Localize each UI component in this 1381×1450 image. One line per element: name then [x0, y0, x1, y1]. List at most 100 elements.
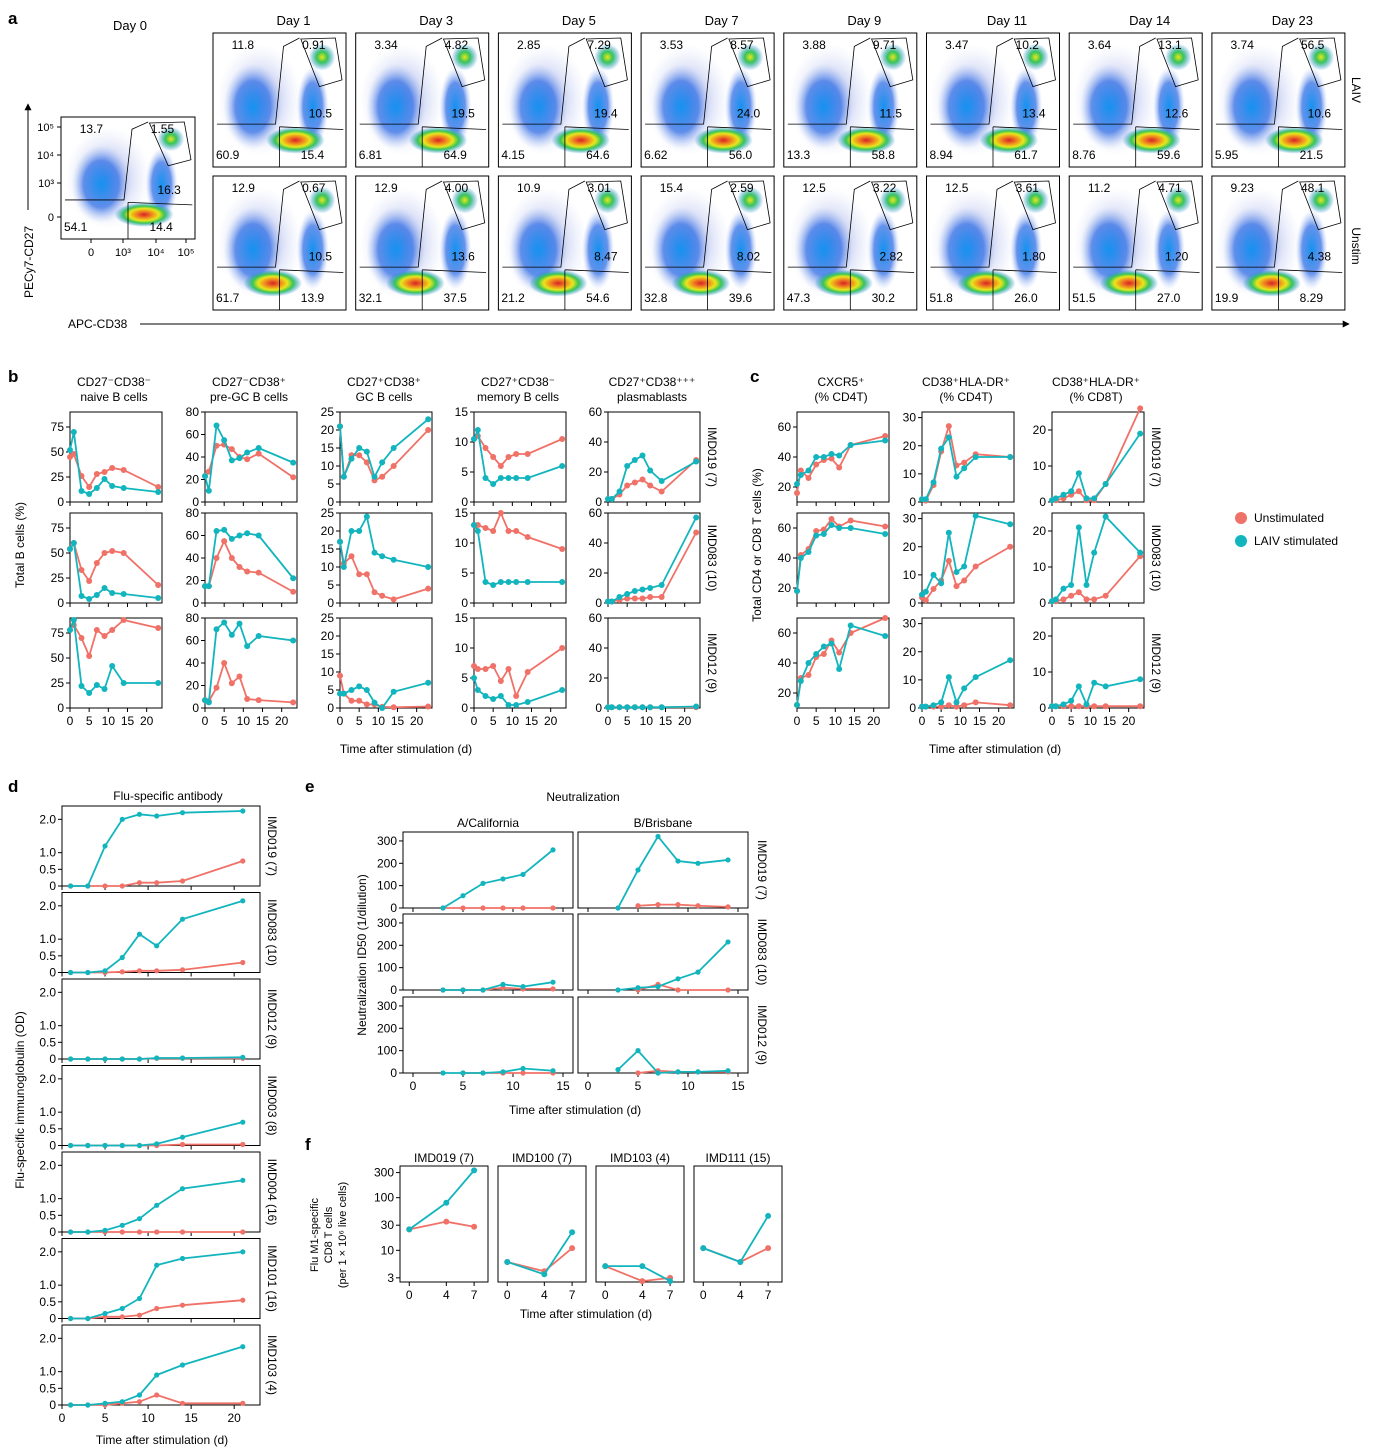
flow-unstim-2-density-top — [451, 186, 479, 214]
panel-b-0-3-point — [559, 436, 566, 442]
panel-c-2-0-point — [805, 660, 812, 666]
flow-laiv-1-pct-tr: 0.91 — [302, 38, 326, 52]
panel-b-1-0-point — [93, 592, 100, 598]
panel-c-0-0-point — [797, 472, 804, 478]
flow-unstim-3-gate-top — [585, 180, 628, 231]
flow-laiv-5-pct-bl: 13.3 — [787, 148, 811, 162]
panel-b-0-2-ytick-label: 25 — [321, 405, 335, 419]
flow-laiv-7-pct-br: 59.6 — [1157, 148, 1181, 162]
panel-letter-c: c — [750, 367, 759, 386]
panel-b-1-2-point — [348, 553, 355, 560]
panel-c-0-2-frame — [1051, 411, 1145, 503]
panel-c-2-2-xtick-label: 5 — [1068, 714, 1075, 728]
flow-unstim-4-density-hot — [671, 269, 731, 297]
panel-b-2-3-xtick-label: 20 — [544, 714, 558, 728]
panel-c-2-2-point — [1137, 703, 1144, 710]
panel-e-2-1-series-line — [617, 1049, 729, 1074]
panel-d-2-point — [240, 1054, 246, 1060]
panel-e-0-0-ytick-label: 0 — [390, 901, 397, 915]
panel-b-1-0-point — [101, 550, 108, 556]
panel-b-1-1-point — [290, 588, 297, 595]
panel-d-2-point — [154, 1055, 160, 1061]
panel-f-3-xtick-label: 7 — [765, 1288, 772, 1302]
panel-b-2-2-point — [337, 672, 343, 679]
panel-b-2-4-ytick-label: 60 — [589, 611, 603, 625]
panel-d-5-point — [154, 1262, 160, 1268]
panel-b-0-0-series-line — [69, 452, 159, 489]
flow-laiv-4-pct-tl: 3.53 — [660, 38, 684, 52]
panel-b-col-title-line-2: pre-GC B cells — [210, 390, 288, 404]
panel-e-1-1-point — [655, 984, 661, 990]
panel-b-0-4-ytick-label: 20 — [589, 465, 603, 479]
panel-c-0-1-ytick-label: 30 — [903, 411, 917, 425]
panel-d-2-point — [102, 1056, 108, 1062]
panel-b-2-2-ytick-label: 25 — [321, 611, 335, 625]
panel-b-1-1-ytick-label: 0 — [192, 596, 199, 610]
flow-laiv-5-pct-tl: 3.88 — [802, 38, 826, 52]
panel-e-1-0-point — [500, 981, 506, 988]
flow-unstim-1-gate-line — [217, 180, 300, 268]
panel-b-0-4-point — [639, 452, 646, 459]
panel-d-0-point — [119, 816, 125, 822]
panel-b-2-2-ytick-label: 15 — [321, 647, 335, 661]
panel-c-0-1-point — [922, 496, 929, 503]
panel-c-0-1-point — [961, 465, 968, 472]
panel-c-2-1-ytick-label: 30 — [903, 617, 917, 631]
panel-b-1-2-ytick-label: 5 — [327, 578, 334, 592]
panel-b-1-3-ytick-label: 10 — [455, 536, 469, 550]
panel-c-2-2-point — [1052, 703, 1059, 710]
panel-e-2-0-series-line — [443, 1067, 554, 1074]
panel-c-2-2-point — [1137, 676, 1144, 683]
panel-b-1-2-point — [425, 585, 432, 592]
panel-b-2-0-ytick-label: 0 — [57, 701, 64, 715]
panel-d-0-point — [68, 883, 74, 889]
panel-c-2-1-point — [953, 703, 960, 710]
flow-unstim-7-density-top — [1164, 186, 1192, 214]
flow-laiv-5-density-top — [879, 43, 907, 71]
panel-c-2-0-point — [794, 702, 800, 708]
panel-d-6-point — [154, 1372, 160, 1378]
flow-unstim-1-pct-mid: 10.5 — [309, 249, 333, 263]
panel-f-3-point — [737, 1258, 744, 1265]
panel-c-row-label: IMD083 (10) — [1149, 525, 1163, 592]
panel-d-ylabel: Flu-specific immunoglobulin (OD) — [13, 1011, 27, 1188]
panel-b-0-3-point — [559, 463, 566, 469]
panel-d-1-frame — [61, 892, 261, 973]
panel-c-2-1-xtick-label: 5 — [938, 714, 945, 728]
panel-c-2-1-xtick-label: 20 — [992, 714, 1006, 728]
panel-b-0-2-point — [379, 473, 386, 480]
panel-d-4-frame — [61, 1151, 261, 1233]
panel-f-ylabel-line-2: CD8 T cells — [323, 1206, 335, 1263]
flow-laiv-1-gate-top — [300, 37, 343, 88]
panel-b-2-4-xtick-label: 10 — [640, 714, 654, 728]
panel-e-0-1-point — [675, 858, 681, 864]
panel-c-1-2-point — [1075, 589, 1082, 596]
panel-e-0-0-point — [500, 876, 506, 882]
panel-b-2-1-point — [236, 620, 243, 627]
panel-b-2-1-point — [228, 680, 235, 687]
panel-b-1-0-point — [109, 590, 116, 596]
flow-unstim-4-pct-tl: 15.4 — [660, 181, 684, 195]
panel-c-2-0-ytick-label: 40 — [778, 656, 792, 670]
panel-c-2-1-point — [972, 674, 979, 681]
panel-d-3-point — [179, 1134, 186, 1140]
panel-e-col-title: B/Brisbane — [634, 816, 693, 830]
flow-laiv-2-pct-br: 64.9 — [443, 148, 467, 162]
day0-gate-top — [148, 121, 192, 167]
panel-b-2-2-point — [379, 705, 386, 711]
flow-laiv-5-pct-tr: 9.71 — [873, 38, 897, 52]
panel-e-1-0-ytick-label: 300 — [377, 916, 397, 930]
panel-b-0-0-point — [70, 451, 77, 457]
flow-unstim-8-pct-br: 8.29 — [1300, 291, 1324, 305]
panel-letter-f: f — [305, 1135, 311, 1154]
flow-laiv-3-gate-line — [502, 37, 586, 125]
flow-unstim-6-pct-mid: 1.80 — [1022, 249, 1046, 263]
panel-b-0-2-ytick-label: 15 — [321, 441, 335, 455]
flow-laiv-7-pct-tr: 13.1 — [1158, 38, 1182, 52]
panel-b-col-title-line-1: CD27⁺CD38⁺ — [347, 375, 421, 389]
panel-c-2-0-point — [820, 643, 827, 650]
panel-d-1-point — [136, 931, 143, 937]
panel-d-3-ytick-label: 0.5 — [39, 1122, 56, 1136]
panel-f-0-ytick-label: 300 — [374, 1166, 394, 1180]
panel-c-1-1-ytick-label: 30 — [903, 512, 917, 526]
